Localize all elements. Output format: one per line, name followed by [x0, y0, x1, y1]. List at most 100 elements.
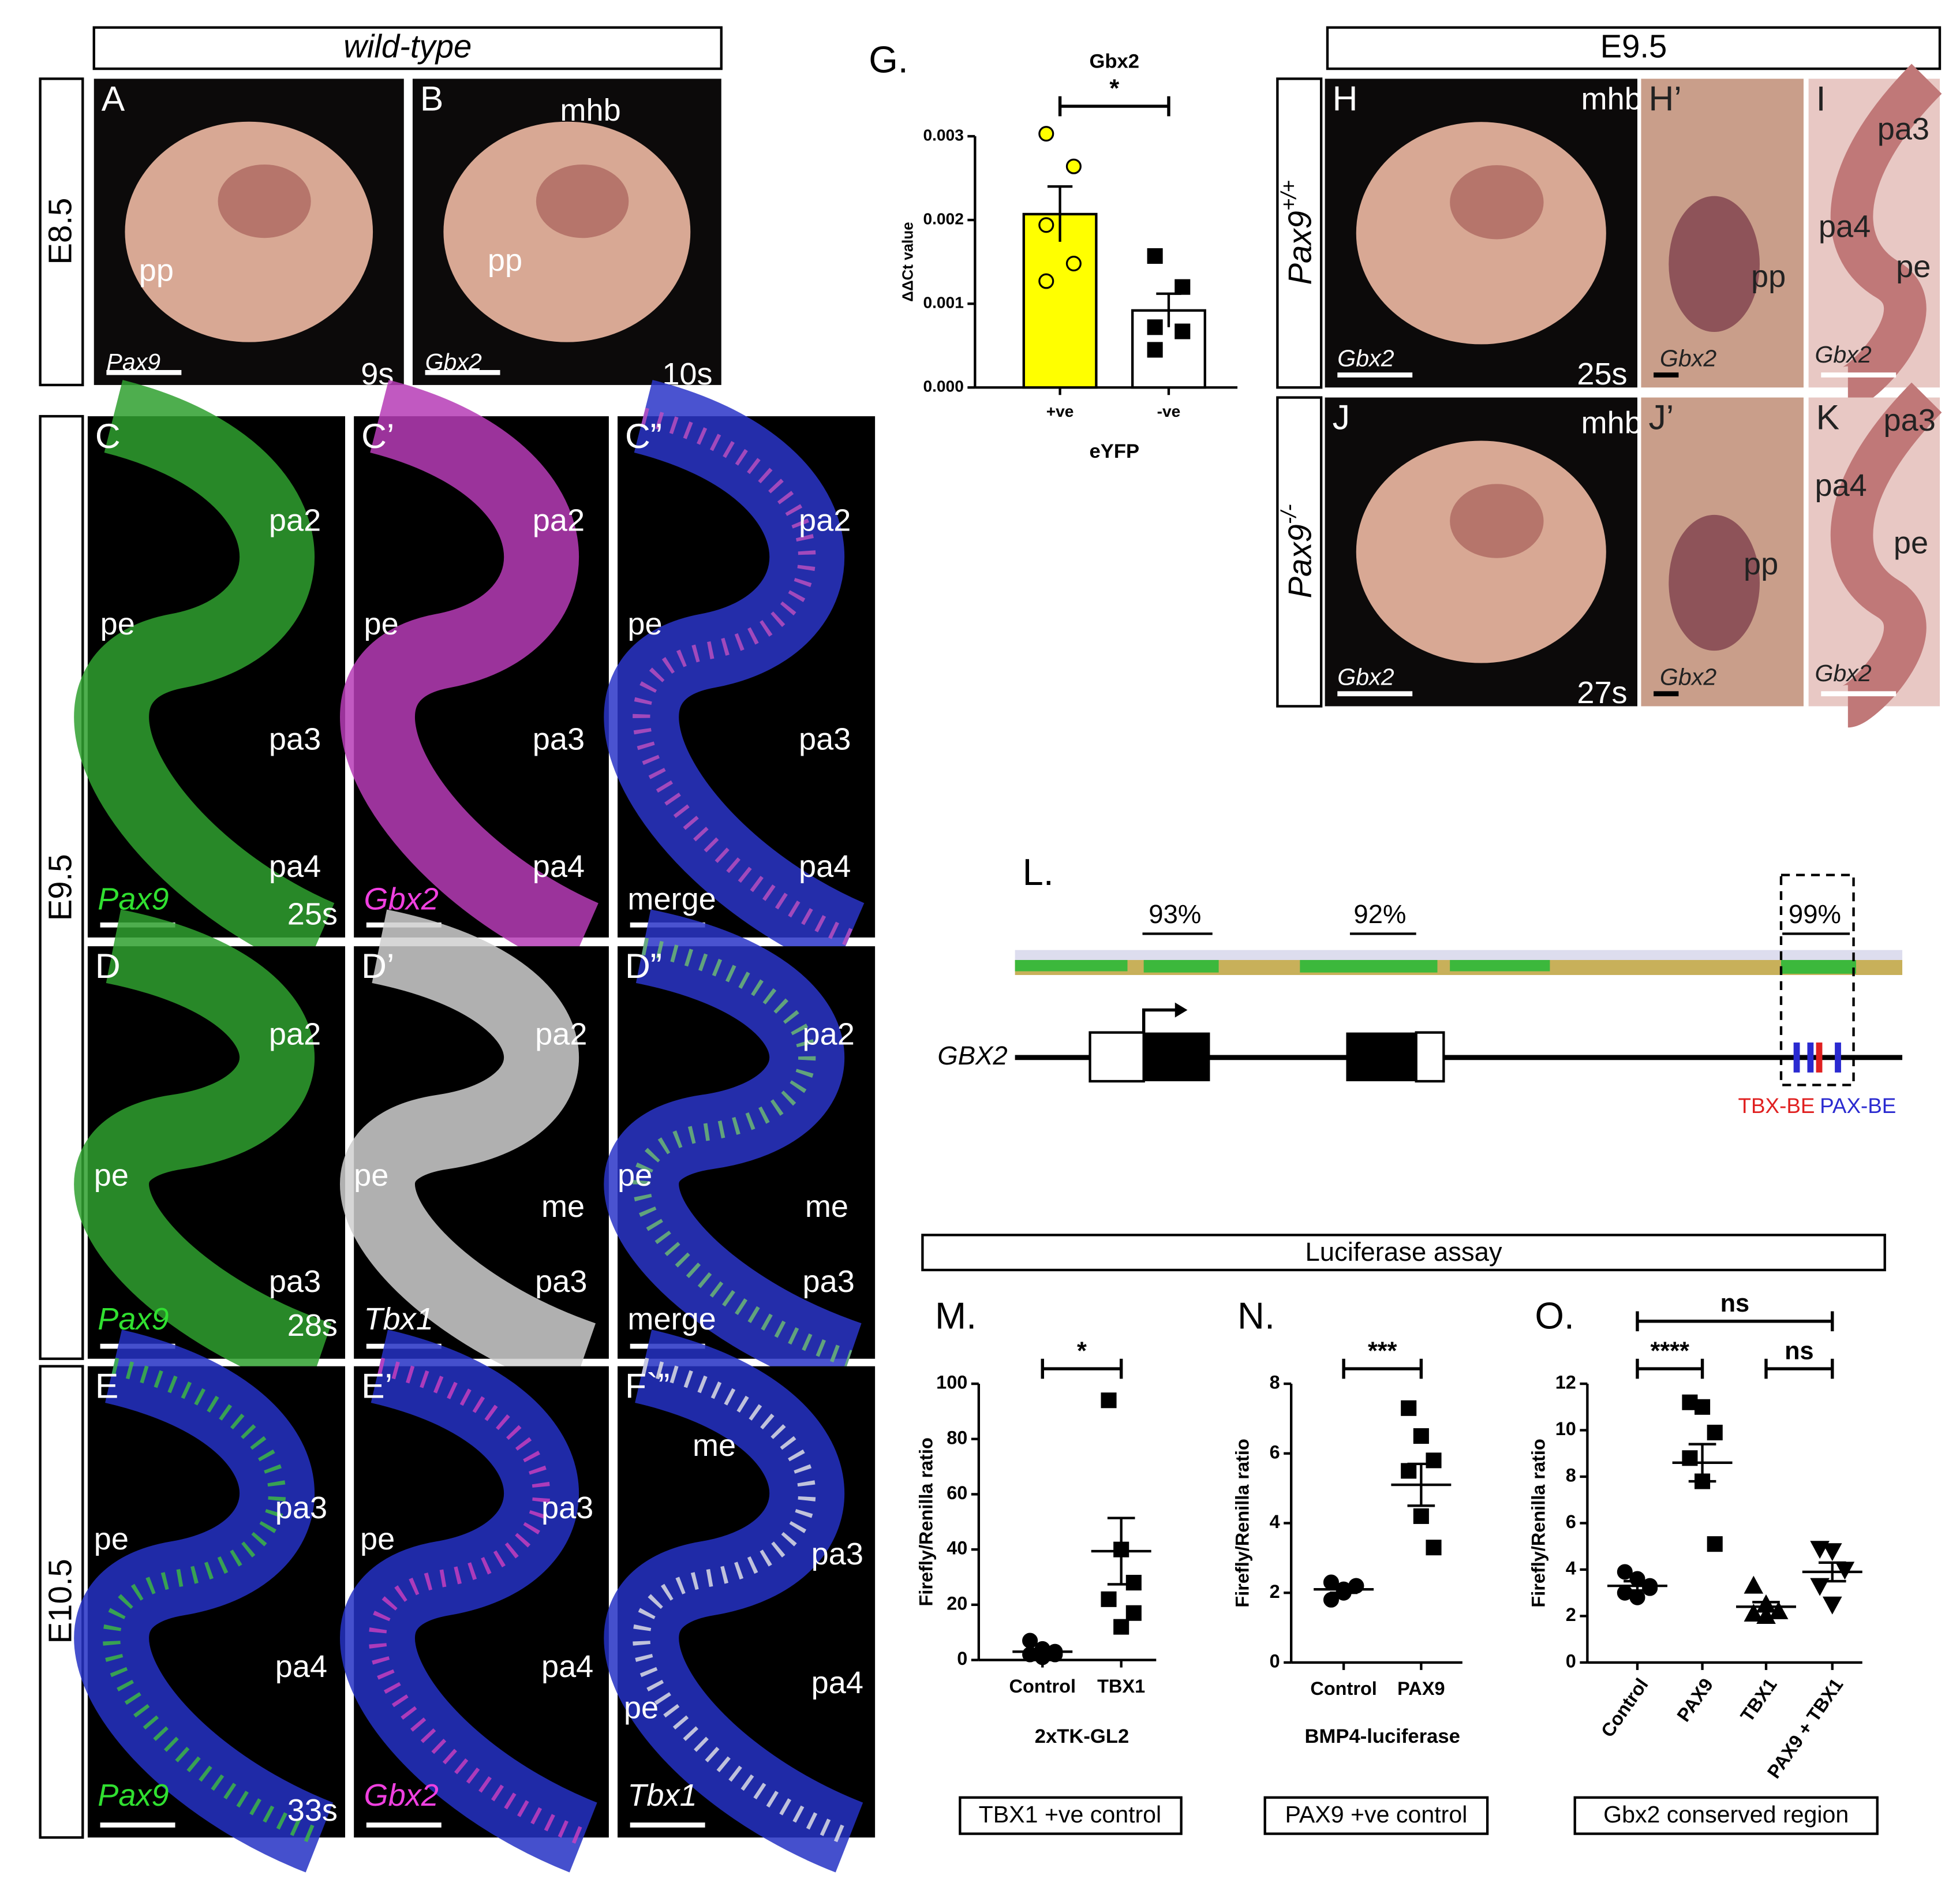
y-tick-label: 0.003 — [923, 126, 963, 144]
annotation: 25s — [1577, 357, 1627, 391]
annotation: pa3 — [269, 722, 321, 756]
error-bar — [1818, 1561, 1846, 1583]
annotation: pa3 — [275, 1491, 327, 1525]
annotation: pe — [618, 1158, 652, 1193]
error-bar — [1028, 1648, 1057, 1656]
panel-letter: O. — [1535, 1295, 1574, 1337]
image-panel: C” pa2 pe pa3 pa4 merge — [604, 380, 876, 972]
annotation: pa2 — [269, 503, 321, 537]
image-panel: C’ pa2 pe pa3 pa4 Gbx2 — [340, 380, 609, 972]
error-bar — [1047, 185, 1073, 242]
significance-label: *** — [1368, 1337, 1397, 1365]
significance-bracket — [1058, 96, 1170, 117]
y-tick-label: 2 — [1566, 1604, 1576, 1625]
annotation: me — [693, 1428, 736, 1463]
annotation: 33s — [287, 1793, 338, 1828]
annotation: pe — [354, 1158, 388, 1193]
panel-letter: N. — [1237, 1295, 1275, 1337]
point — [1038, 217, 1054, 233]
y-tick-label: 4 — [1566, 1558, 1576, 1579]
annotation: pa2 — [799, 503, 851, 537]
identity: 92% — [1353, 899, 1406, 929]
gene: Pax9 — [1282, 211, 1318, 285]
annotation: pa2 — [533, 503, 585, 537]
point — [1065, 256, 1082, 272]
point — [1695, 1399, 1711, 1415]
track — [1015, 950, 1903, 960]
stage-label: E10.5 — [42, 1559, 78, 1644]
tissue — [604, 380, 865, 972]
site-label: PAX-BE — [1820, 1094, 1896, 1118]
annotation: pe — [364, 607, 398, 641]
annotation: merge — [627, 882, 716, 917]
y-tick-label: 40 — [947, 1538, 967, 1559]
y-axis-label: Firefly/Renilla ratio — [1232, 1439, 1252, 1607]
header-box — [92, 26, 723, 70]
panel-letter: M. — [935, 1295, 977, 1337]
caption: Gbx2 conserved region — [1603, 1801, 1849, 1828]
tissue — [1830, 64, 1942, 409]
tss-arrow — [1142, 1008, 1178, 1033]
annotation: pe — [100, 607, 135, 641]
point — [1101, 1392, 1117, 1409]
annotation: pe — [360, 1522, 395, 1556]
embryo — [1450, 484, 1544, 558]
tissue — [74, 909, 332, 1395]
annotation: pe — [627, 607, 662, 641]
annotation: me — [805, 1189, 848, 1224]
track — [1300, 959, 1438, 973]
panel-letter: A — [102, 79, 125, 118]
embryo — [218, 164, 311, 238]
annotation: pp — [1751, 259, 1786, 294]
bar — [1022, 212, 1098, 389]
point — [1147, 248, 1163, 264]
gene-label: Gbx2 — [1815, 341, 1871, 368]
panel-letter: D” — [625, 946, 662, 985]
annotation: pa2 — [535, 1017, 587, 1051]
annotation: mhb — [1581, 406, 1642, 440]
x-tick-label: PAX9 — [1673, 1675, 1718, 1725]
annotation: pe — [94, 1522, 129, 1556]
x-axis-label: eYFP — [1089, 440, 1139, 462]
gene-label: Tbx1 — [627, 1778, 697, 1813]
image-panel: D” pa2 pe me pa3 merge — [604, 909, 876, 1395]
significance-bracket — [1342, 1358, 1423, 1379]
point — [1174, 279, 1191, 295]
panel-letter: C” — [625, 416, 662, 455]
panel-letter: G. — [869, 38, 908, 80]
point — [1065, 158, 1082, 174]
annotation: pa3 — [269, 1264, 321, 1299]
header: wild-type — [343, 28, 472, 64]
tissue — [1830, 382, 1942, 728]
annotation: mhb — [1581, 82, 1642, 117]
point — [1413, 1428, 1429, 1444]
point — [1617, 1564, 1633, 1580]
annotation: pa3 — [535, 1264, 587, 1299]
annotation: pa4 — [533, 849, 585, 884]
stain — [1669, 514, 1760, 651]
tissue — [74, 380, 335, 972]
gene-label: Pax9 — [98, 1778, 169, 1813]
significance-label: ns — [1720, 1290, 1750, 1317]
y-tick-label: 0.002 — [923, 210, 963, 228]
annotation: pa4 — [1819, 210, 1871, 244]
point — [1835, 1562, 1855, 1580]
header: E9.5 — [1600, 28, 1667, 64]
significance-label: ns — [1785, 1337, 1814, 1365]
annotation: pe — [1896, 249, 1931, 284]
identity: 99% — [1789, 899, 1841, 929]
x-tick-label: Control — [1597, 1675, 1652, 1741]
point — [1642, 1580, 1658, 1596]
y-tick-label: 0 — [1270, 1650, 1280, 1671]
gene-name: GBX2 — [937, 1041, 1007, 1070]
genotype-sup: +/+ — [1277, 180, 1301, 211]
caption-box — [959, 1796, 1183, 1835]
annotation: pp — [139, 253, 174, 287]
point — [1426, 1452, 1442, 1469]
site-label: TBX-BE — [1738, 1094, 1815, 1118]
annotation: pa4 — [799, 849, 851, 884]
annotation: pe — [94, 1158, 129, 1193]
